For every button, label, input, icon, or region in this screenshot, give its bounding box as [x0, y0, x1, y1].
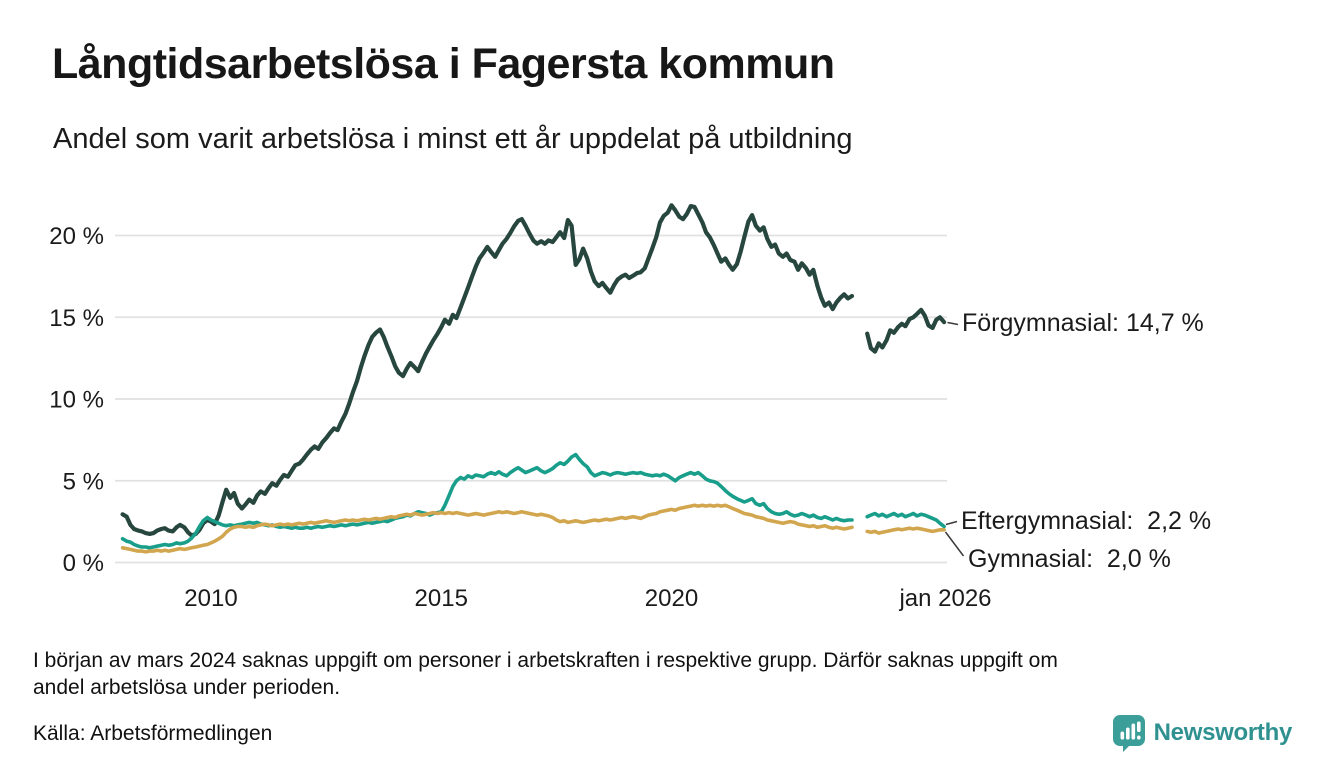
- y-tick-label-0: 0 %: [63, 550, 104, 577]
- source-note: Källa: Arbetsförmedlingen: [33, 722, 273, 745]
- leader-line-eftergymnasial: [945, 520, 958, 526]
- series-line-eftergymnasial-seg2: [865, 511, 946, 529]
- series-line-förgymnasial-seg2: [865, 307, 947, 354]
- page-title: Långtidsarbetslösa i Fagersta kommun: [52, 40, 835, 88]
- leader-line-gymnasial: [944, 531, 965, 557]
- footnote-line-1: I början av mars 2024 saknas uppgift om …: [33, 649, 1058, 672]
- y-axis-labels: 0 % 5 % 10 % 15 % 20 %: [49, 223, 104, 577]
- series-line-gymnasial-seg2: [865, 526, 946, 535]
- x-tick-label-2015: 2015: [415, 585, 468, 612]
- series-label-gymnasial: Gymnasial: 2,0 %: [968, 545, 1171, 573]
- series-line-eftergymnasial-seg1: [120, 452, 854, 550]
- x-tick-label-jan-2026: jan 2026: [898, 585, 991, 612]
- x-tick-label-2010: 2010: [184, 585, 237, 612]
- leader-line-förgymnasial: [947, 321, 959, 326]
- series-label-förgymnasial: Förgymnasial: 14,7 %: [962, 309, 1204, 337]
- footnote-line-2: andel arbetslösa under perioden.: [33, 676, 341, 699]
- newsworthy-wordmark: Newsworthy: [1153, 719, 1293, 746]
- y-tick-label-15: 15 %: [49, 305, 104, 332]
- y-tick-label-10: 10 %: [49, 387, 104, 414]
- x-axis-labels: 2010 2015 2020 jan 2026: [184, 585, 991, 612]
- series-line-gymnasial-seg1: [120, 503, 854, 554]
- gridlines: [115, 234, 947, 564]
- x-tick-label-2020: 2020: [645, 585, 698, 612]
- series-line-förgymnasial-seg1: [120, 203, 855, 538]
- newsworthy-logo-icon: [1112, 715, 1145, 752]
- newsworthy-brand: Newsworthy: [1112, 714, 1292, 752]
- y-tick-label-5: 5 %: [63, 468, 104, 495]
- series-lines: [120, 203, 947, 554]
- series-end-labels: Förgymnasial: 14,7 % Eftergymnasial: 2,2 …: [944, 309, 1211, 573]
- series-label-eftergymnasial: Eftergymnasial: 2,2 %: [961, 507, 1211, 535]
- y-tick-label-20: 20 %: [49, 223, 104, 250]
- page-subtitle: Andel som varit arbetslösa i minst ett å…: [53, 123, 853, 155]
